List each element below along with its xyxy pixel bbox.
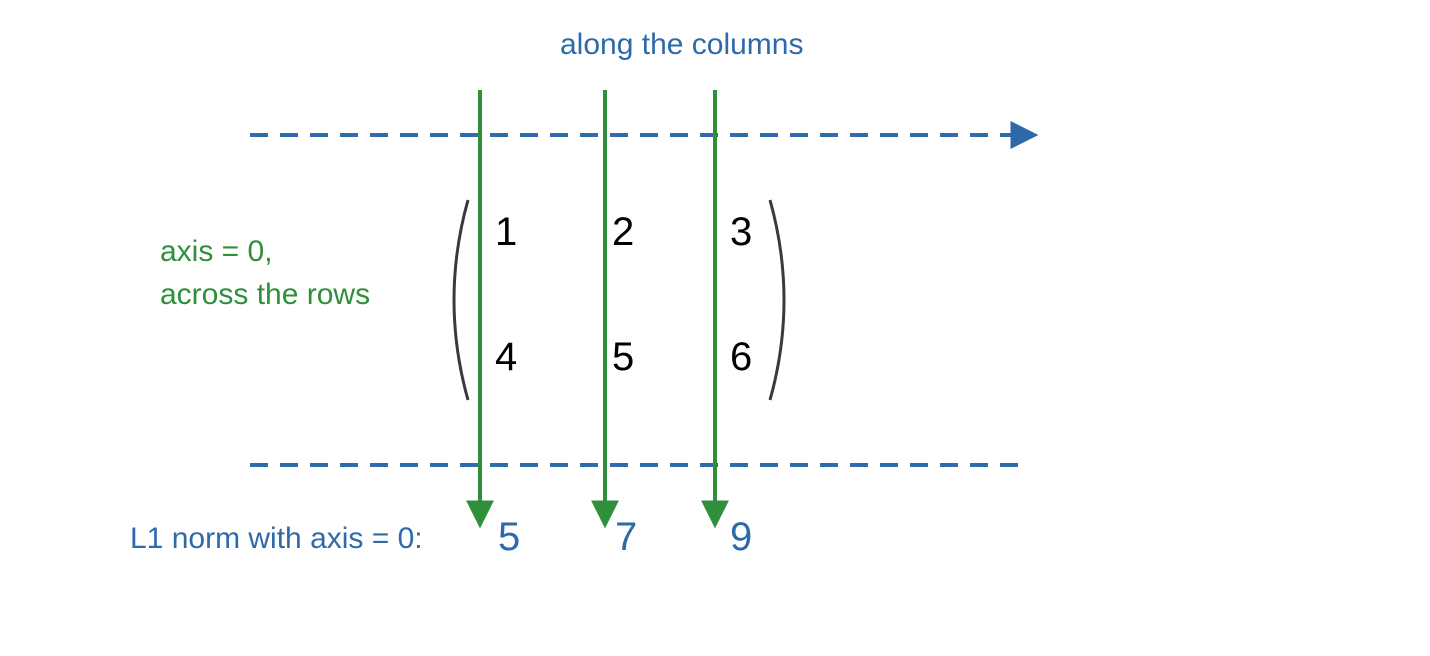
result-value: 5 — [498, 515, 520, 560]
matrix-cell: 2 — [612, 210, 634, 255]
matrix-left-paren — [454, 200, 468, 400]
matrix-cell: 1 — [495, 210, 517, 255]
result-value: 7 — [615, 515, 637, 560]
matrix-cell: 3 — [730, 210, 752, 255]
matrix-right-paren — [770, 200, 784, 400]
axis-label-line2: across the rows — [160, 278, 370, 312]
diagram-canvas: along the columns axis = 0, across the r… — [0, 0, 1430, 656]
result-value: 9 — [730, 515, 752, 560]
top-title-label: along the columns — [560, 28, 804, 62]
svg-overlay — [0, 0, 1430, 656]
axis-label-line1: axis = 0, — [160, 235, 273, 269]
result-label: L1 norm with axis = 0: — [130, 522, 423, 556]
matrix-cell: 5 — [612, 335, 634, 380]
matrix-cell: 6 — [730, 335, 752, 380]
matrix-cell: 4 — [495, 335, 517, 380]
